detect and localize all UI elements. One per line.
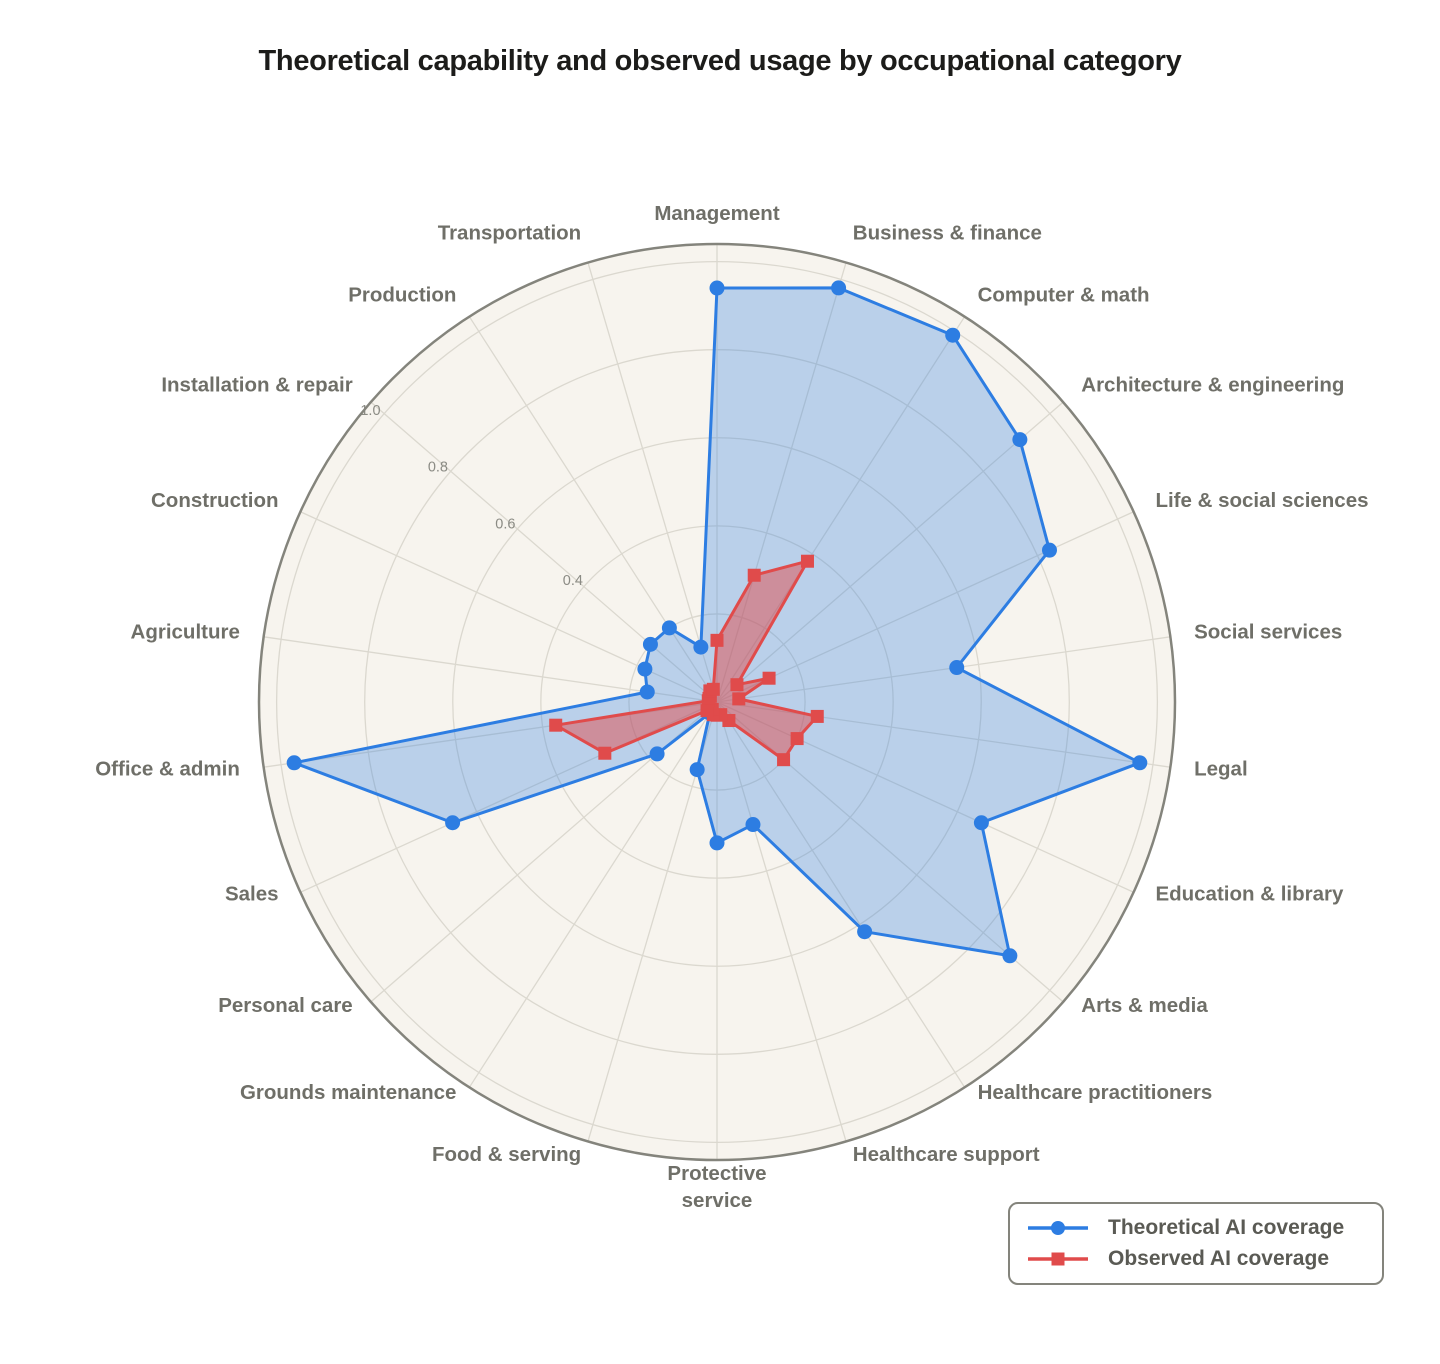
category-label-business-finance: Business & finance (853, 222, 1042, 245)
category-label-management: Management (654, 202, 779, 225)
category-label-production: Production (348, 284, 456, 307)
data-point-theoretical-ai-coverage-healthcare-support (745, 817, 761, 833)
category-label-personal-care: Personal care (218, 995, 352, 1018)
data-point-theoretical-ai-coverage-protective-service (709, 835, 725, 851)
legend-label-theoretical: Theoretical AI coverage (1108, 1216, 1345, 1239)
category-label-installation-repair: Installation & repair (161, 374, 352, 397)
chart-legend: Theoretical AI coverage Observed AI cove… (1008, 1202, 1384, 1285)
data-point-observed-ai-coverage-business-finance (747, 568, 761, 582)
category-label-legal: Legal (1194, 758, 1248, 781)
category-label-transportation: Transportation (438, 222, 582, 245)
data-point-theoretical-ai-coverage-architecture-engineering (1012, 432, 1028, 448)
data-point-theoretical-ai-coverage-management (709, 280, 725, 296)
data-point-theoretical-ai-coverage-food-serving (689, 762, 705, 778)
category-label-computer-math: Computer & math (978, 284, 1150, 307)
data-point-theoretical-ai-coverage-computer-math (945, 327, 961, 343)
data-point-theoretical-ai-coverage-office-admin (286, 755, 302, 771)
grid-spoke (370, 401, 718, 703)
grid-spoke (716, 701, 966, 1088)
grid-spoke (716, 701, 847, 1142)
data-point-theoretical-ai-coverage-agriculture (639, 684, 655, 700)
data-point-observed-ai-coverage-computer-math (800, 554, 814, 568)
category-label-social-services: Social services (1194, 621, 1342, 644)
category-label-arts-media: Arts & media (1081, 995, 1208, 1018)
category-label-grounds-maintenance: Grounds maintenance (240, 1081, 456, 1104)
grid-spoke (716, 401, 1064, 703)
category-label-healthcare-support: Healthcare support (853, 1144, 1040, 1167)
data-point-observed-ai-coverage-education-library (790, 732, 804, 746)
category-label-healthcare-practitioners: Healthcare practitioners (978, 1081, 1213, 1104)
data-point-theoretical-ai-coverage-installation-repair (642, 636, 658, 652)
category-label-construction: Construction (151, 489, 279, 512)
grid-spoke (716, 636, 1171, 703)
data-point-observed-ai-coverage-transportation (706, 682, 720, 696)
data-point-theoretical-ai-coverage-social-services (949, 660, 965, 676)
data-point-theoretical-ai-coverage-construction (637, 661, 653, 677)
data-point-theoretical-ai-coverage-arts-media (1002, 948, 1018, 964)
data-point-observed-ai-coverage-management (710, 633, 724, 647)
category-label-sales: Sales (225, 883, 279, 906)
category-label-protective-service: Protective service (667, 1162, 766, 1212)
data-point-theoretical-ai-coverage-life-social-sciences (1041, 542, 1057, 558)
chart-title: Theoretical capability and observed usag… (258, 45, 1182, 77)
category-label-office-admin: Office & admin (95, 758, 240, 781)
data-point-observed-ai-coverage-personal-care (700, 704, 714, 718)
legend-item-theoretical: Theoretical AI coverage (1026, 1216, 1366, 1240)
data-point-observed-ai-coverage-sales (598, 746, 612, 760)
data-point-theoretical-ai-coverage-healthcare-practitioners (857, 924, 873, 940)
data-point-theoretical-ai-coverage-production (661, 620, 677, 636)
category-label-life-social-sciences: Life & social sciences (1155, 489, 1368, 512)
data-point-observed-ai-coverage-life-social-sciences (762, 671, 776, 685)
legend-marker-theoretical-icon (1028, 1221, 1088, 1235)
radial-tick-label: 0.4 (563, 573, 583, 589)
radial-tick-label: 0.8 (428, 460, 448, 476)
data-point-observed-ai-coverage-office-admin (549, 718, 563, 732)
category-label-agriculture: Agriculture (131, 621, 240, 644)
data-point-theoretical-ai-coverage-education-library (973, 815, 989, 831)
radial-tick-label: 0.6 (495, 516, 515, 532)
legend-marker-observed-icon (1028, 1252, 1088, 1266)
data-point-observed-ai-coverage-social-services (732, 692, 746, 706)
data-point-observed-ai-coverage-arts-media (777, 753, 791, 767)
data-point-observed-ai-coverage-legal (810, 709, 824, 723)
data-point-theoretical-ai-coverage-sales (445, 815, 461, 831)
grid-spoke (587, 262, 718, 703)
polar-outer-ring (257, 242, 1177, 1162)
legend-item-observed: Observed AI coverage (1026, 1247, 1366, 1271)
category-label-architecture-engineering: Architecture & engineering (1081, 374, 1344, 397)
category-label-food-serving: Food & serving (432, 1144, 581, 1167)
data-point-observed-ai-coverage-architecture-engineering (730, 678, 744, 692)
data-point-theoretical-ai-coverage-personal-care (649, 746, 665, 762)
data-point-theoretical-ai-coverage-transportation (693, 639, 709, 655)
grid-spoke (468, 316, 718, 703)
grid-spoke (468, 701, 718, 1088)
grid-spoke (716, 511, 1134, 703)
category-label-education-library: Education & library (1155, 883, 1344, 906)
data-point-theoretical-ai-coverage-legal (1132, 755, 1148, 771)
legend-label-observed: Observed AI coverage (1108, 1247, 1329, 1270)
data-point-theoretical-ai-coverage-business-finance (831, 280, 847, 296)
